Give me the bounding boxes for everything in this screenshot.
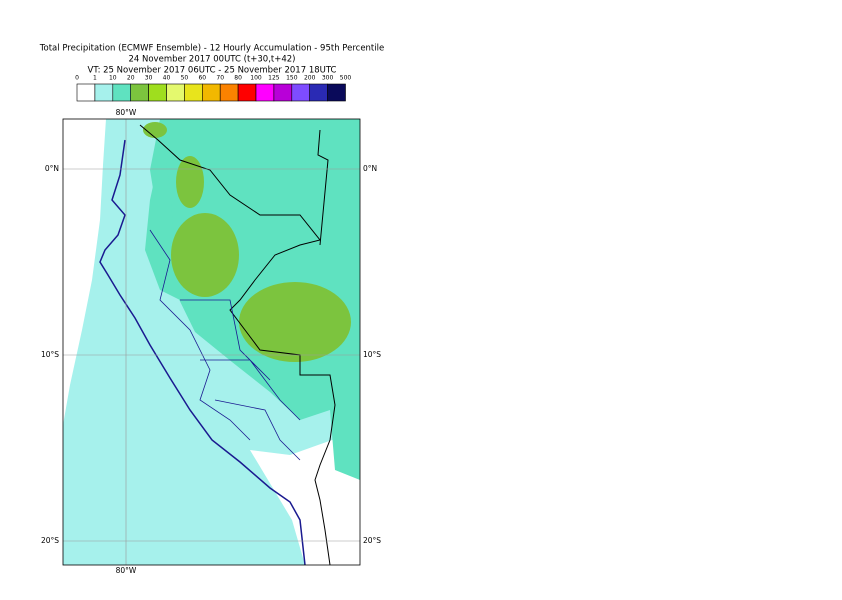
- legend-swatch: [202, 83, 221, 102]
- legend-swatch: [237, 83, 257, 102]
- field-heavy: [171, 213, 239, 297]
- run-time: 24 November 2017 00UTC (t+30,t+42): [128, 55, 295, 65]
- field-dry: [250, 430, 360, 565]
- legend-label: 30: [145, 75, 153, 82]
- legend-label: 500: [340, 75, 352, 82]
- legend: 0 1 10 20 30 40 50 60 70 80 100 125 150 200 300 500: [75, 75, 351, 102]
- legend-swatch: [273, 83, 293, 102]
- field-heavy: [143, 122, 167, 138]
- legend-label: 60: [198, 75, 206, 82]
- legend-label: 0: [75, 75, 79, 82]
- lat-label: 0°N: [45, 164, 59, 173]
- legend-label: 40: [163, 75, 171, 82]
- legend-label: 100: [250, 75, 262, 82]
- legend-label: 10: [109, 75, 117, 82]
- lon-label: 80°W: [116, 566, 137, 575]
- title: Total Precipitation (ECMWF Ensemble) - 1…: [39, 44, 384, 54]
- map-frame: [62, 118, 361, 566]
- legend-label: 80: [234, 75, 242, 82]
- legend-swatch: [76, 83, 96, 102]
- legend-swatch: [166, 83, 185, 102]
- border: [317, 129, 329, 246]
- legend-label: 125: [268, 75, 280, 82]
- legend-swatch: [112, 83, 132, 102]
- legend-label: 150: [286, 75, 298, 82]
- legend-label: 70: [216, 75, 224, 82]
- lat-label: 10°S: [41, 350, 59, 359]
- legend-swatch: [255, 83, 275, 102]
- legend-swatch: [94, 83, 114, 102]
- legend-label: 300: [322, 75, 334, 82]
- legend-swatch: [148, 83, 167, 102]
- lat-label: 20°S: [41, 536, 59, 545]
- border: [139, 124, 336, 565]
- valid-time: VT: 25 November 2017 06UTC - 25 November…: [88, 66, 337, 76]
- legend-label: 200: [304, 75, 316, 82]
- lat-label: 20°S: [363, 536, 381, 545]
- coastline: [99, 139, 306, 565]
- legend-swatch: [309, 83, 328, 102]
- region-border: [149, 229, 301, 461]
- lon-label: 80°W: [116, 108, 137, 117]
- lat-label: 10°S: [363, 350, 381, 359]
- legend-swatch: [184, 83, 203, 102]
- field-dry: [63, 119, 106, 425]
- legend-label: 50: [181, 75, 189, 82]
- legend-label: 1: [93, 75, 97, 82]
- legend-swatch: [130, 83, 149, 102]
- legend-swatch: [291, 83, 310, 102]
- legend-swatch: [219, 83, 239, 102]
- lat-label: 0°N: [363, 164, 377, 173]
- field-heavy: [239, 282, 351, 362]
- legend-swatch: [327, 83, 346, 102]
- map: [63, 119, 360, 565]
- legend-label: 20: [127, 75, 135, 82]
